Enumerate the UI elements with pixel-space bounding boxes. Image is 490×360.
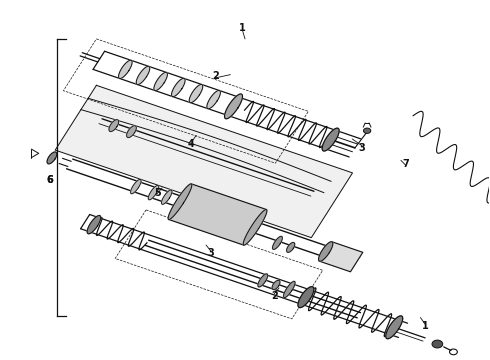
- Polygon shape: [109, 120, 119, 131]
- Polygon shape: [272, 236, 282, 249]
- Polygon shape: [172, 78, 185, 96]
- Ellipse shape: [364, 128, 371, 134]
- Polygon shape: [148, 185, 159, 200]
- Polygon shape: [318, 242, 333, 261]
- Text: 3: 3: [208, 248, 214, 258]
- Polygon shape: [162, 190, 172, 204]
- Polygon shape: [131, 179, 141, 194]
- Text: 1: 1: [422, 321, 429, 332]
- Polygon shape: [189, 84, 203, 103]
- Polygon shape: [119, 60, 132, 78]
- Text: 3: 3: [359, 143, 366, 153]
- Polygon shape: [47, 152, 57, 164]
- Ellipse shape: [432, 340, 443, 348]
- Text: 7: 7: [402, 159, 409, 169]
- Polygon shape: [258, 274, 268, 287]
- Text: 6: 6: [47, 175, 53, 185]
- Text: 2: 2: [212, 71, 219, 81]
- Polygon shape: [319, 242, 363, 272]
- Polygon shape: [169, 184, 267, 245]
- Polygon shape: [243, 210, 267, 245]
- Polygon shape: [126, 126, 136, 138]
- Polygon shape: [298, 287, 314, 307]
- Text: 6: 6: [47, 175, 53, 185]
- Polygon shape: [136, 66, 150, 85]
- Text: 5: 5: [154, 188, 161, 198]
- Text: 2: 2: [271, 291, 278, 301]
- Polygon shape: [154, 72, 168, 91]
- Polygon shape: [87, 216, 101, 234]
- Text: 1: 1: [239, 23, 246, 33]
- Polygon shape: [284, 281, 295, 298]
- Polygon shape: [322, 128, 339, 151]
- Polygon shape: [55, 85, 352, 238]
- Polygon shape: [272, 280, 280, 289]
- Polygon shape: [207, 90, 220, 109]
- Polygon shape: [287, 243, 295, 252]
- Polygon shape: [386, 316, 403, 339]
- Polygon shape: [224, 94, 243, 119]
- Polygon shape: [168, 184, 192, 220]
- Text: 4: 4: [188, 139, 195, 149]
